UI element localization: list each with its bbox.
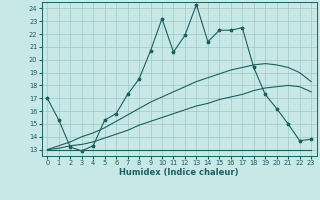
X-axis label: Humidex (Indice chaleur): Humidex (Indice chaleur) [119, 168, 239, 177]
